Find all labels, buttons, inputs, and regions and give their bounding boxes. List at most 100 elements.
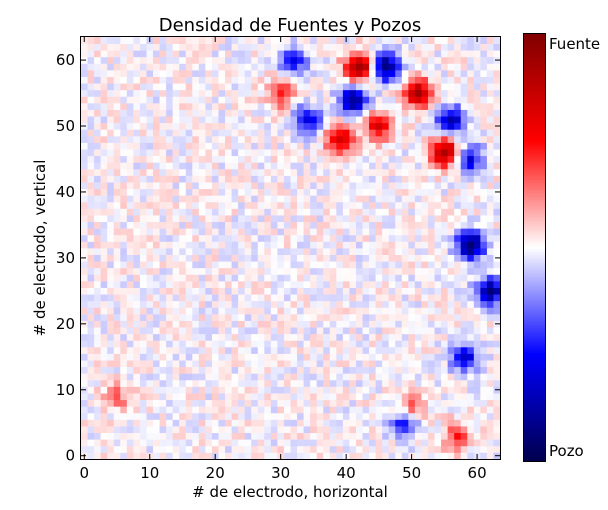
heatmap-cell bbox=[166, 294, 174, 302]
heatmap-cell bbox=[81, 346, 88, 354]
x-tick-label: 10 bbox=[140, 464, 159, 482]
heatmap-cell bbox=[146, 201, 154, 209]
heatmap-cell bbox=[146, 393, 154, 401]
heatmap-cell bbox=[257, 346, 265, 354]
heatmap-cell bbox=[185, 393, 193, 401]
heatmap-cell bbox=[126, 201, 134, 209]
heatmap-cell bbox=[336, 412, 344, 420]
heatmap-cell bbox=[408, 69, 416, 77]
heatmap-cell bbox=[434, 294, 442, 302]
heatmap-cell bbox=[408, 102, 416, 110]
heatmap-cell bbox=[251, 109, 259, 117]
heatmap-cell bbox=[113, 274, 121, 282]
heatmap-cell bbox=[264, 221, 272, 229]
heatmap-cell bbox=[179, 307, 187, 315]
heatmap-cell bbox=[454, 142, 462, 150]
heatmap-cell bbox=[460, 327, 468, 335]
heatmap-cell bbox=[283, 294, 291, 302]
y-tick-label: 50 bbox=[56, 117, 75, 135]
heatmap-cell bbox=[264, 294, 272, 302]
heatmap-cell bbox=[166, 307, 174, 315]
heatmap-cell bbox=[238, 37, 246, 44]
heatmap-cell bbox=[486, 346, 494, 354]
heatmap-cell bbox=[81, 393, 88, 401]
heatmap-cell bbox=[427, 56, 435, 64]
heatmap-cell bbox=[257, 122, 265, 130]
heatmap-cell bbox=[421, 412, 429, 420]
heatmap-cell bbox=[395, 89, 403, 97]
heatmap-cell bbox=[408, 327, 416, 335]
heatmap-cell bbox=[414, 142, 422, 150]
heatmap-cell bbox=[401, 182, 409, 190]
heatmap-cell bbox=[192, 162, 200, 170]
heatmap-cell bbox=[421, 195, 429, 203]
heatmap-cell bbox=[460, 109, 468, 117]
heatmap-cell bbox=[133, 393, 141, 401]
heatmap-cell bbox=[244, 43, 252, 51]
heatmap-cell bbox=[375, 221, 383, 229]
heatmap-cell bbox=[316, 102, 324, 110]
heatmap-cell bbox=[211, 122, 219, 130]
heatmap-cell bbox=[225, 432, 232, 440]
heatmap-cell bbox=[290, 76, 298, 84]
heatmap-cell bbox=[323, 274, 331, 282]
heatmap-cell bbox=[329, 43, 337, 51]
heatmap-cell bbox=[264, 102, 272, 110]
heatmap-cell bbox=[297, 188, 304, 196]
heatmap-cell bbox=[434, 360, 442, 368]
heatmap-cell bbox=[480, 452, 488, 460]
heatmap-cell bbox=[166, 56, 174, 64]
heatmap-cell bbox=[244, 208, 252, 216]
heatmap-cell bbox=[192, 300, 200, 308]
heatmap-cell bbox=[427, 412, 435, 420]
heatmap-cell bbox=[414, 43, 422, 51]
heatmap-cell bbox=[290, 353, 298, 361]
heatmap-cell bbox=[447, 280, 455, 288]
heatmap-cell bbox=[375, 393, 383, 401]
heatmap-cell bbox=[336, 248, 344, 255]
heatmap-cell bbox=[270, 346, 278, 354]
heatmap-cell bbox=[408, 175, 416, 183]
heatmap-cell bbox=[238, 452, 246, 460]
heatmap-cell bbox=[473, 248, 481, 255]
heatmap-cell bbox=[329, 234, 337, 242]
heatmap-cell bbox=[329, 56, 337, 64]
heatmap-cell bbox=[179, 419, 187, 427]
heatmap-cell bbox=[297, 379, 304, 387]
heatmap-cell bbox=[126, 353, 134, 361]
heatmap-cell bbox=[408, 76, 416, 84]
heatmap-cell bbox=[467, 63, 475, 71]
heatmap-cell bbox=[264, 373, 272, 381]
heatmap-cell bbox=[146, 96, 154, 104]
heatmap-cell bbox=[336, 69, 344, 77]
heatmap-cell bbox=[473, 76, 481, 84]
heatmap-cell bbox=[264, 432, 272, 440]
heatmap-cell bbox=[107, 267, 115, 275]
heatmap-cell bbox=[342, 254, 350, 262]
heatmap-cell bbox=[447, 353, 455, 361]
heatmap-cell bbox=[244, 426, 252, 434]
heatmap-cell bbox=[382, 116, 390, 124]
heatmap-cell bbox=[270, 439, 278, 447]
heatmap-cell bbox=[447, 149, 455, 157]
heatmap-cell bbox=[153, 287, 160, 295]
heatmap-cell bbox=[486, 69, 494, 77]
heatmap-cell bbox=[454, 116, 462, 124]
heatmap-cell bbox=[225, 452, 232, 460]
heatmap-cell bbox=[447, 419, 455, 427]
heatmap-cell bbox=[454, 43, 462, 51]
heatmap-cell bbox=[329, 320, 337, 328]
heatmap-cell bbox=[277, 50, 285, 58]
heatmap-cell bbox=[441, 63, 449, 71]
heatmap-cell bbox=[454, 426, 462, 434]
heatmap-cell bbox=[238, 241, 246, 249]
heatmap-cell bbox=[421, 188, 429, 196]
heatmap-cell bbox=[408, 346, 416, 354]
heatmap-cell bbox=[342, 432, 350, 440]
heatmap-cell bbox=[225, 162, 232, 170]
heatmap-cell bbox=[185, 313, 193, 321]
heatmap-cell bbox=[179, 412, 187, 420]
heatmap-cell bbox=[493, 307, 501, 315]
heatmap-cell bbox=[172, 155, 180, 163]
heatmap-cell bbox=[355, 56, 363, 64]
